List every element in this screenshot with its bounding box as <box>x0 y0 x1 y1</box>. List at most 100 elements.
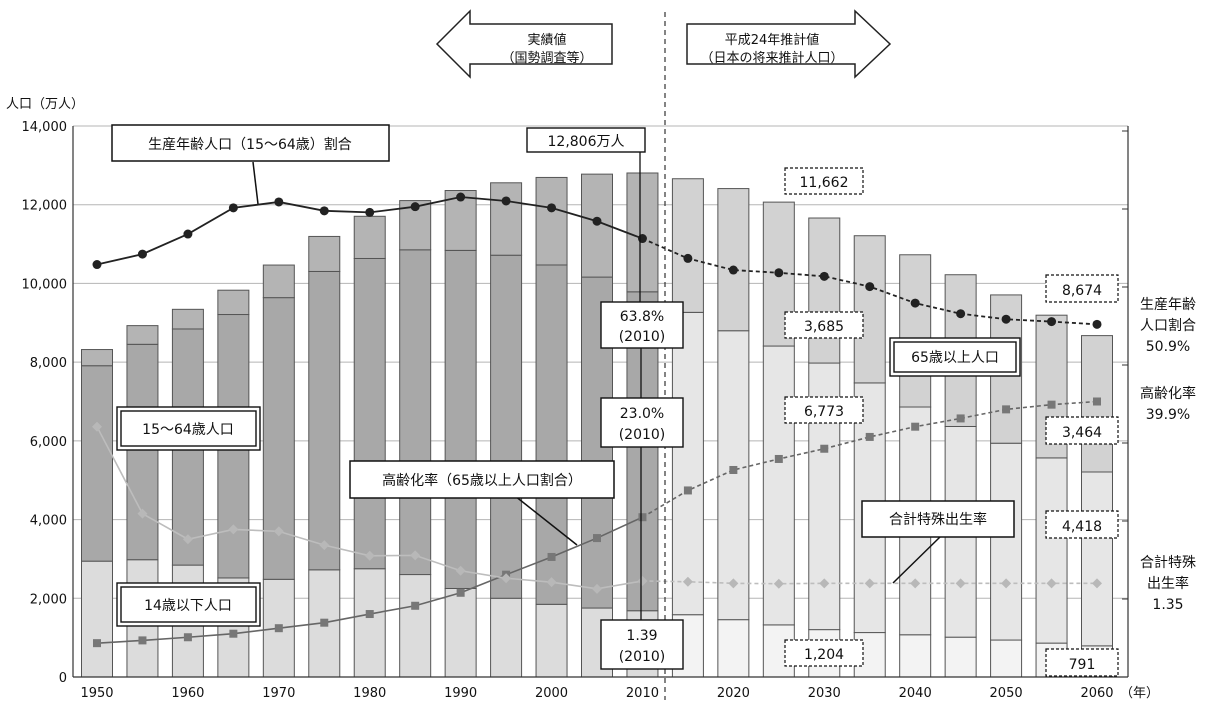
age15-64-label: 15〜64歳人口 <box>142 422 234 438</box>
point-working-ratio <box>410 202 420 212</box>
bar-over65 <box>717 188 750 332</box>
leader-working-ratio <box>252 161 259 205</box>
point-tfr <box>455 565 466 576</box>
bar-over65 <box>899 254 932 408</box>
ratio-2010-year: (2010) <box>619 329 666 345</box>
tfr-label: 合計特殊出生率 <box>889 511 987 528</box>
x-tick-label: 2060 <box>1080 686 1113 701</box>
age15-64-box <box>120 410 257 447</box>
point-tfr <box>319 540 330 551</box>
right-tfr-label-2: 出生率 <box>1147 575 1189 592</box>
y-tick-label: 2,000 <box>30 592 67 607</box>
right-arrow-label-2: （日本の将来推計人口） <box>700 50 843 66</box>
leader-tfr <box>892 536 941 584</box>
bar-over65 <box>853 235 886 384</box>
under15-2060-value: 791 <box>1069 657 1096 673</box>
point-tfr <box>682 576 693 587</box>
point-aging-rate <box>1093 397 1101 406</box>
ratio-2010-value: 63.8% <box>620 309 664 325</box>
total-2010-box <box>526 127 646 153</box>
y-axis-title: 人口（万人） <box>6 97 84 112</box>
under15-2030-value: 1,204 <box>804 647 844 663</box>
line-aging-rate-projection <box>642 400 1098 518</box>
point-tfr <box>1001 578 1012 589</box>
bar-under15 <box>944 636 977 678</box>
bar-age15-64 <box>717 330 750 621</box>
aging-rate-box <box>349 460 615 499</box>
aging-rate-label: 高齢化率（65歳以上人口割合） <box>382 472 582 489</box>
point-working-ratio <box>547 203 557 213</box>
over65-2060-box <box>1045 416 1119 445</box>
point-tfr <box>773 578 784 589</box>
under15-2060-box <box>1045 648 1119 677</box>
point-working-ratio <box>910 298 920 308</box>
aging-2010-year: (2010) <box>619 427 666 443</box>
point-tfr <box>728 578 739 589</box>
right-ratio-label-1: 生産年齢 <box>1140 297 1196 313</box>
bar-under15 <box>717 619 750 678</box>
point-aging-rate <box>320 618 329 627</box>
axes: 0 2,000 4,000 6,000 8,000 10,000 12,000 14,000 人… <box>6 97 1159 701</box>
x-tick-label: 1990 <box>444 686 477 701</box>
bar-under15 <box>399 574 432 678</box>
total-2060-value: 8,674 <box>1062 283 1102 299</box>
point-tfr <box>819 578 830 589</box>
point-tfr <box>1046 578 1057 589</box>
point-working-ratio <box>1001 314 1011 324</box>
y-tick-label: 8,000 <box>30 356 67 371</box>
x-tick-label: 1970 <box>262 686 295 701</box>
aging-2010-value: 23.0% <box>620 406 664 422</box>
bar-over65 <box>535 176 568 266</box>
point-tfr <box>228 524 239 535</box>
point-tfr <box>864 578 875 589</box>
point-working-ratio <box>774 268 784 278</box>
right-tfr-label-1: 合計特殊 <box>1140 555 1196 571</box>
bar-under15 <box>490 597 523 678</box>
point-working-ratio <box>137 249 147 259</box>
point-working-ratio <box>92 260 102 270</box>
point-tfr <box>592 583 602 594</box>
point-working-ratio <box>865 282 875 292</box>
point-aging-rate <box>683 486 692 495</box>
bar-age15-64 <box>444 249 477 589</box>
point-working-ratio <box>592 216 602 226</box>
point-tfr <box>92 421 102 432</box>
point-working-ratio <box>1047 317 1057 327</box>
bar-age15-64 <box>490 254 523 599</box>
bar-age15-64 <box>399 249 432 576</box>
x-tick-label: 2010 <box>626 686 659 701</box>
bar-over65 <box>808 217 841 364</box>
point-aging-rate <box>638 513 647 522</box>
point-aging-rate <box>365 610 374 619</box>
x-tick-label: 2030 <box>808 686 841 701</box>
point-tfr <box>1092 578 1102 589</box>
bar-under15 <box>990 639 1023 678</box>
point-tfr <box>410 550 421 561</box>
point-tfr <box>137 508 148 519</box>
point-working-ratio <box>728 265 738 275</box>
bar-over65 <box>126 325 159 345</box>
y-tick-label: 6,000 <box>30 435 67 450</box>
bar-under15 <box>81 560 113 678</box>
right-ratio-label-2: 人口割合 <box>1140 317 1196 334</box>
y-tick-label: 14,000 <box>22 120 68 135</box>
bar-age15-64 <box>81 365 113 562</box>
x-tick-label: 1960 <box>171 686 204 701</box>
left-arrow-label-1: 実績値 <box>527 32 566 48</box>
age15-64-2060-value: 4,418 <box>1062 519 1102 535</box>
over65-label: 65歳以上人口 <box>911 350 999 366</box>
working-ratio-box <box>111 124 390 162</box>
bar-under15 <box>535 603 568 678</box>
over65-2060-value: 3,464 <box>1062 425 1102 441</box>
aging-2010-box <box>600 397 684 448</box>
under14-label: 14歳以下人口 <box>144 598 232 614</box>
point-working-ratio <box>456 192 466 202</box>
bar-over65 <box>262 264 295 299</box>
bar-age15-64 <box>990 442 1023 641</box>
point-tfr <box>364 550 375 561</box>
y-tick-label: 4,000 <box>30 514 67 529</box>
age15-64-2030-box <box>784 396 864 424</box>
bar-age15-64 <box>1081 471 1113 647</box>
